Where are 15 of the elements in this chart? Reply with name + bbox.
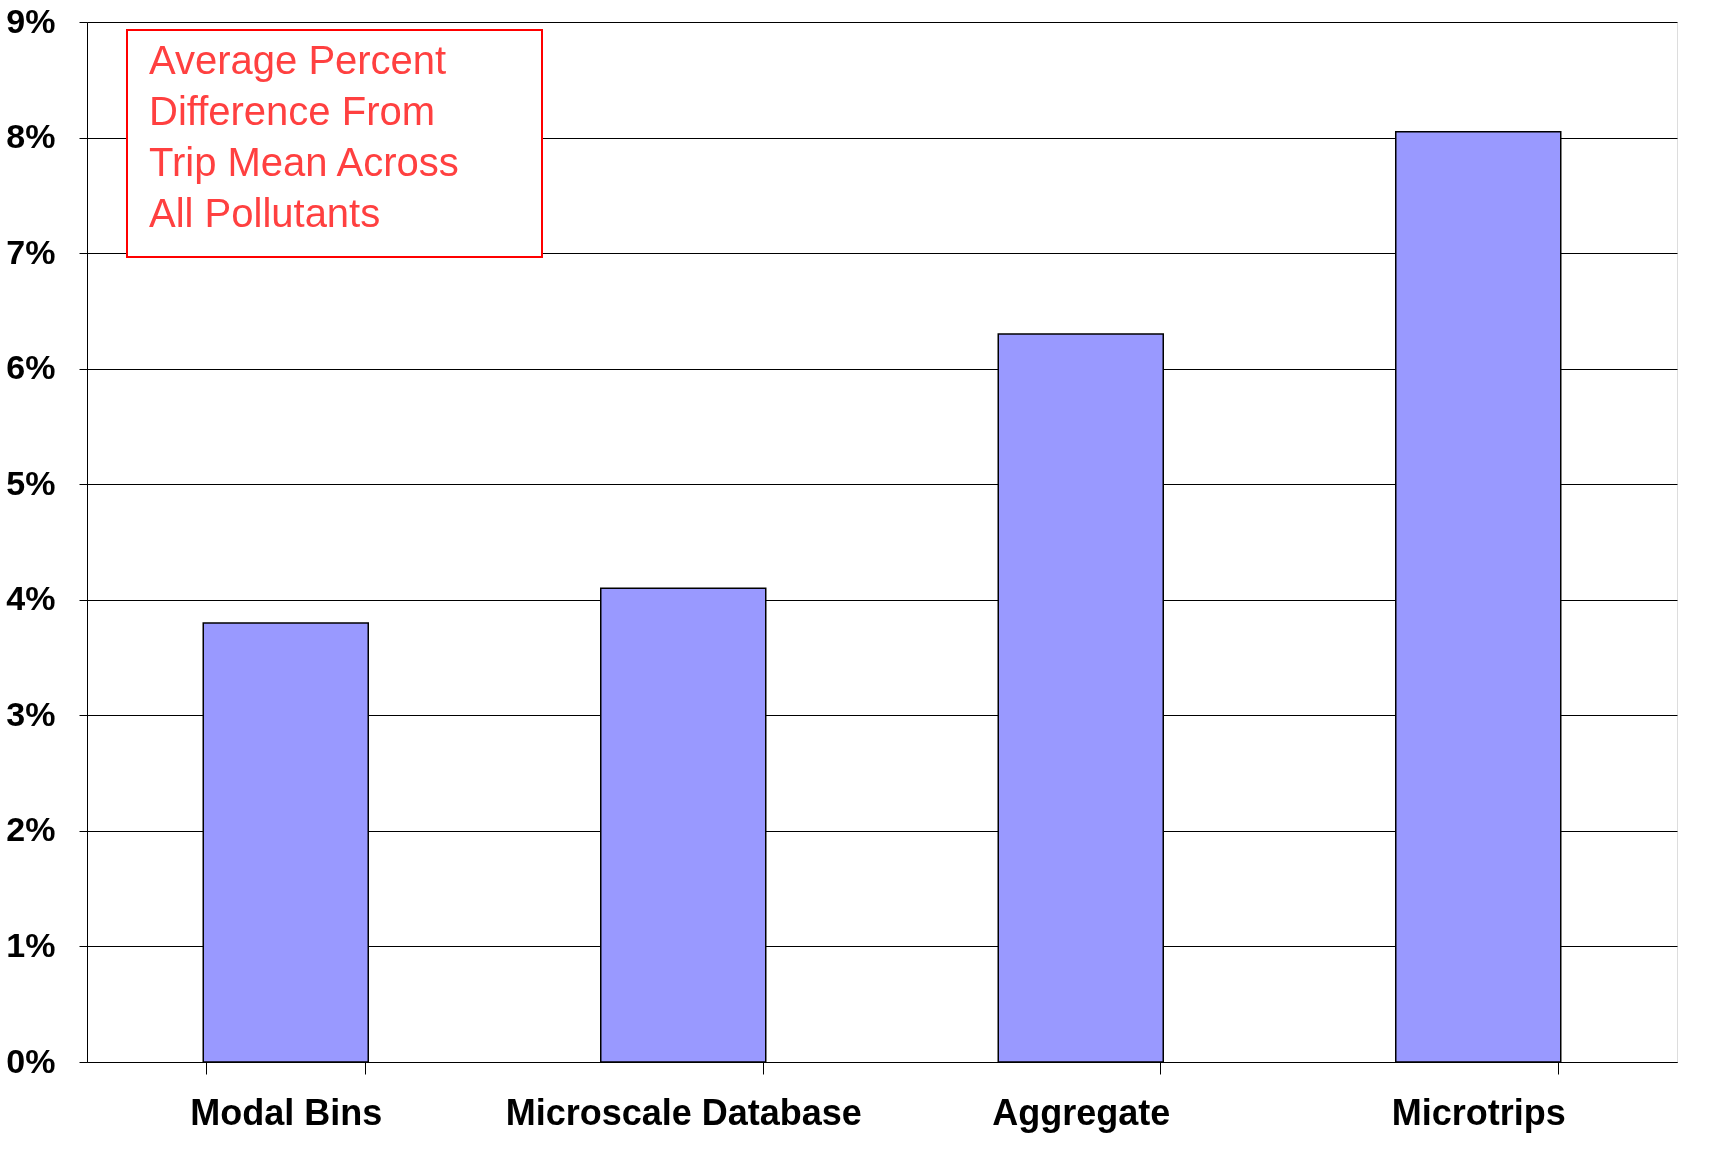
y-tick-label: 8%: [6, 117, 56, 156]
y-tick-label: 6%: [6, 348, 56, 387]
y-tick-label: 1%: [6, 925, 56, 964]
y-tick-label: 2%: [6, 810, 56, 849]
text: Average Percent Difference From Trip Mean Across All Pollutants: [149, 38, 459, 235]
y-tick-label: 7%: [6, 232, 56, 271]
x-tick-label: Microscale Database: [505, 1091, 862, 1133]
x-tick-label: Microtrips: [1391, 1091, 1566, 1133]
y-tick-label: 4%: [6, 579, 56, 618]
y-tick-label: 0%: [6, 1041, 56, 1080]
x-tick-label: Modal Bins: [190, 1091, 383, 1133]
y-tick-label: 5%: [6, 463, 56, 502]
x-tick-label: Aggregate: [992, 1091, 1171, 1133]
y-tick-label: 9%: [6, 1, 56, 40]
y-tick-label: 3%: [6, 694, 56, 733]
